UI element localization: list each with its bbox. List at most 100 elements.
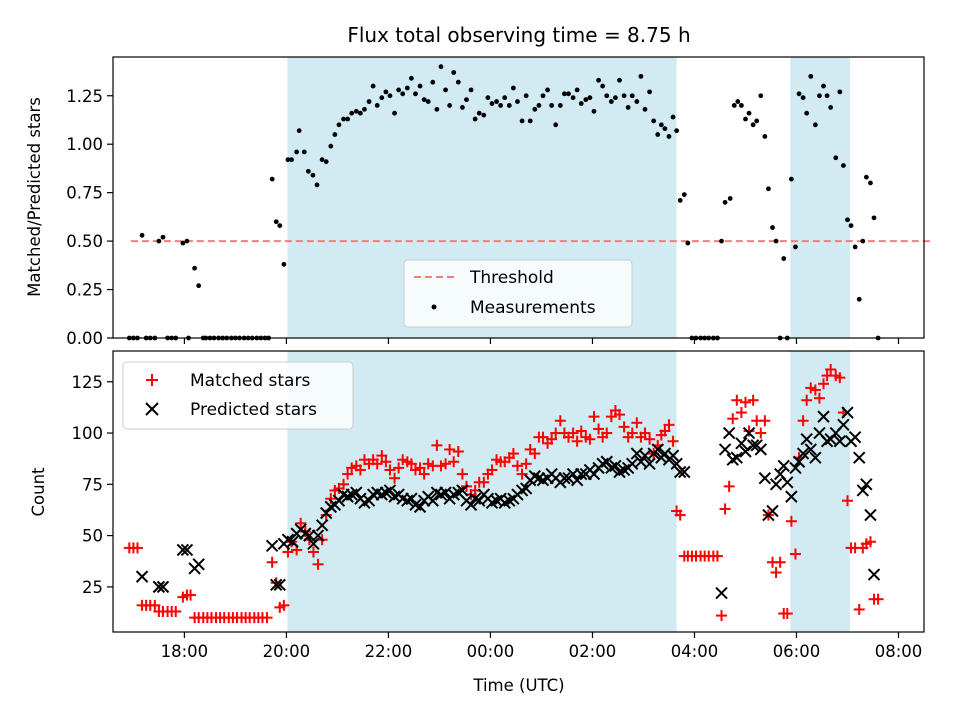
measurement-point-151 bbox=[758, 93, 764, 99]
predicted-point-144 bbox=[864, 508, 877, 522]
measurement-point-173 bbox=[845, 217, 850, 223]
measurements-legend-swatch bbox=[431, 304, 437, 310]
measurement-point-100 bbox=[549, 103, 555, 108]
predicted-point-112 bbox=[739, 445, 752, 458]
matched-point-77 bbox=[452, 446, 464, 458]
measurement-point-95 bbox=[527, 118, 533, 124]
bottom-x-tick-label-1: 20:00 bbox=[263, 642, 311, 661]
matched-point-74 bbox=[440, 458, 452, 470]
measurement-point-144 bbox=[731, 103, 737, 108]
measurement-point-74 bbox=[438, 64, 444, 70]
bottom-y-axis-label: Count bbox=[29, 467, 48, 517]
measurement-point-166 bbox=[817, 93, 822, 99]
measurement-point-180 bbox=[871, 215, 877, 221]
matched-point-95 bbox=[529, 448, 541, 460]
matched-point-72 bbox=[431, 439, 443, 451]
predicted-point-120 bbox=[769, 478, 783, 491]
top-y-axis-label: Matched/Predicted stars bbox=[25, 97, 44, 297]
predicted-point-123 bbox=[781, 476, 794, 489]
measurement-point-52 bbox=[345, 116, 351, 122]
predicted-point-83 bbox=[587, 467, 601, 481]
measurement-point-105 bbox=[570, 95, 576, 101]
measurement-point-131 bbox=[677, 198, 683, 203]
predicted-point-110 bbox=[730, 451, 744, 464]
measurement-point-112 bbox=[600, 83, 606, 89]
matched-point-175 bbox=[853, 603, 865, 615]
bottom-x-tick-label-4: 02:00 bbox=[569, 642, 617, 661]
matched-point-34 bbox=[270, 577, 282, 589]
measurement-point-171 bbox=[837, 89, 843, 95]
matched-point-58 bbox=[371, 458, 383, 470]
matched-point-59 bbox=[376, 450, 388, 462]
matched-point-85 bbox=[486, 464, 498, 476]
measurement-point-39 bbox=[289, 157, 294, 163]
measurement-point-165 bbox=[812, 122, 818, 128]
predicted-point-96 bbox=[643, 457, 656, 471]
matched-point-142 bbox=[723, 480, 735, 492]
matched-point-110 bbox=[593, 423, 605, 435]
measurement-point-160 bbox=[793, 244, 798, 250]
measurement-point-59 bbox=[374, 103, 380, 108]
measurement-point-120 bbox=[634, 99, 640, 104]
measurement-point-87 bbox=[494, 99, 499, 104]
predicted-point-141 bbox=[853, 451, 866, 464]
predicted-point-127 bbox=[796, 447, 810, 460]
bottom-x-tick-label-2: 22:00 bbox=[365, 642, 413, 661]
measurement-point-42 bbox=[301, 149, 307, 155]
top-y-tick-label-1: 0.25 bbox=[66, 281, 103, 300]
matched-point-91 bbox=[511, 460, 523, 472]
measurement-point-72 bbox=[430, 79, 436, 85]
matched-point-119 bbox=[631, 417, 643, 429]
top-shaded-interval-1 bbox=[790, 57, 851, 338]
x-axis-label: Time (UTC) bbox=[472, 676, 564, 695]
matched-point-33 bbox=[266, 556, 278, 568]
predicted-point-113 bbox=[742, 426, 756, 440]
measurement-point-71 bbox=[425, 99, 431, 104]
bottom-y-tick-label-4: 125 bbox=[72, 373, 104, 392]
measurement-point-61 bbox=[383, 89, 389, 95]
matched-point-112 bbox=[601, 427, 613, 439]
matched-point-141 bbox=[719, 503, 731, 515]
matched-point-108 bbox=[584, 433, 596, 445]
predicted-point-0 bbox=[135, 570, 149, 583]
matched-point-43 bbox=[307, 546, 319, 558]
measurement-point-83 bbox=[476, 110, 482, 116]
predicted-point-52 bbox=[456, 484, 469, 497]
measurement-point-54 bbox=[353, 108, 359, 114]
measurement-point-12 bbox=[180, 240, 186, 246]
predicted-point-86 bbox=[600, 455, 613, 468]
matched-point-68 bbox=[414, 462, 426, 474]
matched-point-2 bbox=[131, 542, 143, 554]
predicted-point-145 bbox=[867, 568, 881, 581]
measurement-point-79 bbox=[459, 104, 465, 110]
matched-point-154 bbox=[770, 567, 782, 579]
matched-point-36 bbox=[278, 599, 290, 611]
measurement-point-60 bbox=[379, 95, 385, 101]
matched-point-128 bbox=[667, 435, 679, 447]
measurement-point-154 bbox=[770, 225, 775, 230]
measurement-point-91 bbox=[510, 85, 516, 91]
measurement-point-129 bbox=[670, 114, 676, 120]
matched-point-178 bbox=[864, 536, 876, 548]
predicted-point-23 bbox=[332, 494, 346, 507]
measurement-point-45 bbox=[314, 182, 320, 188]
predicted-point-109 bbox=[726, 453, 739, 466]
measurement-point-111 bbox=[596, 77, 601, 83]
measurement-point-40 bbox=[294, 149, 300, 155]
measurement-point-155 bbox=[773, 238, 779, 244]
measurement-point-41 bbox=[296, 128, 302, 134]
measurements-series bbox=[126, 64, 881, 341]
matched-point-144 bbox=[731, 394, 743, 406]
matched-point-168 bbox=[825, 363, 837, 375]
matched-point-51 bbox=[342, 468, 354, 480]
measurement-point-13 bbox=[184, 238, 190, 244]
top-y-tick-label-5: 1.25 bbox=[66, 87, 103, 106]
measurement-point-51 bbox=[341, 116, 346, 122]
measurement-point-163 bbox=[804, 110, 810, 116]
predicted-point-45 bbox=[426, 494, 440, 507]
measurement-point-119 bbox=[629, 93, 635, 99]
measurement-point-124 bbox=[651, 118, 657, 124]
measurement-point-43 bbox=[305, 168, 311, 174]
measurement-point-86 bbox=[489, 101, 495, 106]
measurement-point-176 bbox=[856, 296, 862, 302]
